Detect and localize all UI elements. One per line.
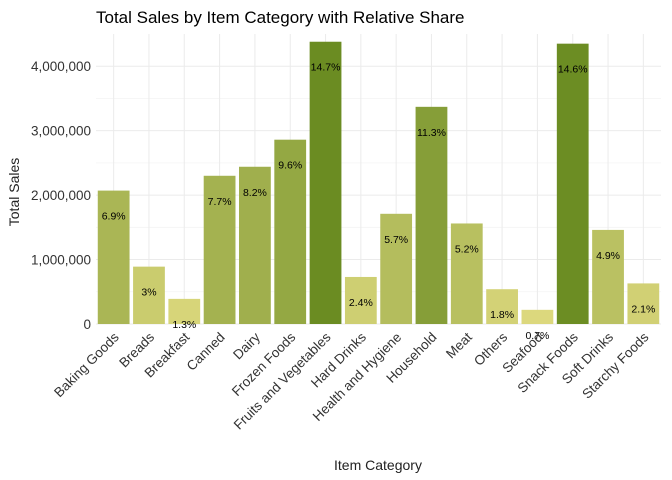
bar-share-label: 4.9% (596, 250, 620, 262)
x-tick-label: Dairy (230, 329, 263, 362)
x-tick-label: Baking Goods (51, 329, 122, 400)
bar-share-label: 3% (141, 287, 156, 299)
y-tick-label: 2,000,000 (31, 188, 91, 203)
bar-share-label: 14.6% (558, 64, 588, 76)
bar (627, 283, 660, 324)
bars (97, 41, 660, 325)
bar (97, 190, 130, 324)
bar-share-label: 0.7% (525, 330, 549, 342)
y-tick-label: 0 (83, 317, 91, 332)
bar-share-label: 2.1% (631, 303, 655, 315)
bar-share-label: 1.8% (490, 309, 514, 321)
bar (344, 276, 377, 324)
y-axis-title: Total Sales (6, 158, 22, 226)
bar (592, 229, 624, 324)
y-tick-label: 3,000,000 (31, 124, 91, 139)
bar-share-label: 8.2% (243, 187, 267, 199)
bar (168, 298, 201, 324)
bar (133, 266, 165, 324)
bar-share-label: 7.7% (208, 196, 232, 208)
chart-title: Total Sales by Item Category with Relati… (96, 8, 465, 27)
bar (309, 41, 342, 324)
bar-share-label: 6.9% (102, 211, 126, 223)
y-axis: 0 1,000,000 2,000,000 3,000,000 4,000,000 (31, 59, 91, 332)
bar (203, 175, 236, 324)
x-tick-label: Meat (443, 329, 475, 361)
y-tick-label: 1,000,000 (31, 253, 91, 268)
bar-share-label: 5.2% (455, 243, 479, 255)
bar-share-label: 9.6% (278, 160, 302, 172)
bar-share-label: 2.4% (349, 297, 373, 309)
bar (380, 213, 413, 324)
bar (486, 289, 518, 324)
bar (274, 139, 307, 324)
bar-share-label: 1.3% (172, 319, 196, 331)
bar (450, 223, 483, 324)
bar (556, 43, 589, 325)
bar (239, 166, 271, 324)
x-axis-title: Item Category (334, 457, 422, 473)
bar-share-label: 11.3% (417, 127, 446, 139)
bar (415, 106, 448, 324)
bar (521, 309, 554, 324)
y-tick-label: 4,000,000 (31, 59, 91, 74)
bar-share-label: 5.7% (384, 234, 408, 246)
x-tick-label: Canned (184, 330, 228, 374)
bar-labels: 6.9% 3% 1.3% 7.7% 8.2% 9.6% 14.7% 2.4% 5.7% 11.3%… (102, 62, 656, 342)
bar-share-label: 14.7% (311, 62, 341, 74)
